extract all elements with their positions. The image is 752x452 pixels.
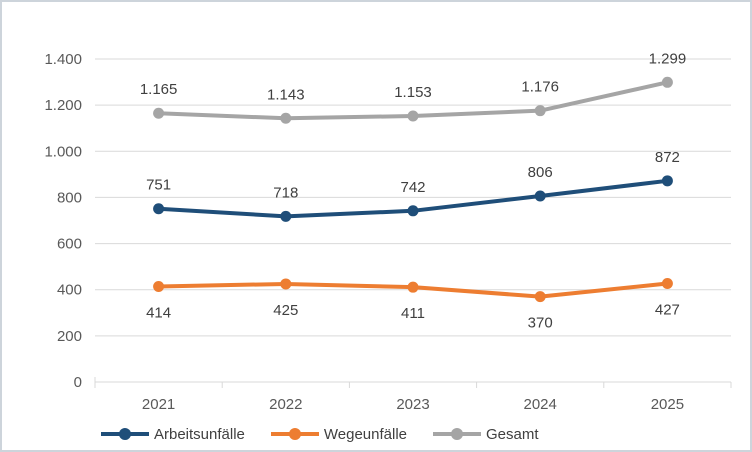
data-label-wegeunfaelle: 370 — [528, 315, 553, 332]
x-axis-tick-label: 2023 — [396, 396, 429, 413]
y-axis-tick-label: 200 — [57, 328, 82, 345]
data-point-gesamt — [280, 112, 292, 124]
legend-item-gesamt: Gesamt — [431, 426, 539, 443]
y-axis-tick-label: 600 — [57, 236, 82, 253]
data-label-arbeitsunfaelle: 806 — [528, 164, 553, 181]
y-axis-tick-label: 1.400 — [44, 51, 82, 68]
legend-item-arbeitsunfaelle: Arbeitsunfälle — [99, 426, 245, 443]
x-axis-tick-label: 2022 — [269, 396, 302, 413]
legend-label: Wegeunfälle — [323, 425, 408, 443]
data-point-gesamt — [534, 105, 546, 117]
data-point-arbeitsunfaelle — [407, 205, 419, 217]
y-axis-tick-label: 0 — [74, 374, 82, 391]
y-axis-tick-label: 1.000 — [44, 143, 82, 160]
data-label-gesamt: 1.165 — [140, 81, 178, 98]
y-axis-tick-label: 800 — [57, 189, 82, 206]
legend-line-marker-icon — [101, 428, 149, 440]
data-point-arbeitsunfaelle — [534, 190, 546, 202]
chart-legend: Arbeitsunfälle Wegeunfälle Gesamt — [2, 421, 750, 447]
x-axis-tick-label: 2025 — [651, 396, 684, 413]
data-point-arbeitsunfaelle — [280, 210, 292, 222]
data-point-wegeunfaelle — [407, 281, 419, 293]
data-label-gesamt: 1.143 — [267, 86, 305, 103]
data-point-arbeitsunfaelle — [153, 203, 165, 215]
data-point-gesamt — [153, 107, 165, 119]
y-axis-tick-label: 400 — [57, 282, 82, 299]
data-point-wegeunfaelle — [534, 291, 546, 303]
x-axis-tick-label: 2024 — [524, 396, 557, 413]
y-axis-tick-label: 1.200 — [44, 97, 82, 114]
data-point-wegeunfaelle — [280, 278, 292, 290]
x-axis-tick-label: 2021 — [142, 396, 175, 413]
data-label-arbeitsunfaelle: 751 — [146, 177, 171, 194]
data-label-gesamt: 1.299 — [649, 50, 687, 67]
data-point-wegeunfaelle — [661, 277, 673, 289]
legend-label: Gesamt — [486, 425, 539, 443]
data-label-arbeitsunfaelle: 742 — [400, 179, 425, 196]
data-label-wegeunfaelle: 411 — [401, 305, 425, 322]
data-point-gesamt — [661, 76, 673, 88]
legend-line-marker-icon — [433, 428, 482, 440]
legend-line-marker-icon — [270, 428, 319, 440]
data-label-wegeunfaelle: 425 — [273, 302, 298, 319]
data-point-arbeitsunfaelle — [661, 175, 673, 187]
legend-label: Arbeitsunfälle — [154, 425, 245, 443]
legend-item-wegeunfaelle: Wegeunfälle — [269, 426, 407, 443]
data-point-wegeunfaelle — [153, 280, 165, 292]
data-label-arbeitsunfaelle: 872 — [655, 149, 680, 166]
data-label-wegeunfaelle: 427 — [655, 301, 680, 318]
data-label-arbeitsunfaelle: 718 — [273, 184, 298, 201]
data-label-gesamt: 1.176 — [521, 79, 559, 96]
data-point-gesamt — [407, 110, 419, 122]
data-label-gesamt: 1.153 — [394, 84, 432, 101]
data-label-wegeunfaelle: 414 — [146, 304, 171, 321]
